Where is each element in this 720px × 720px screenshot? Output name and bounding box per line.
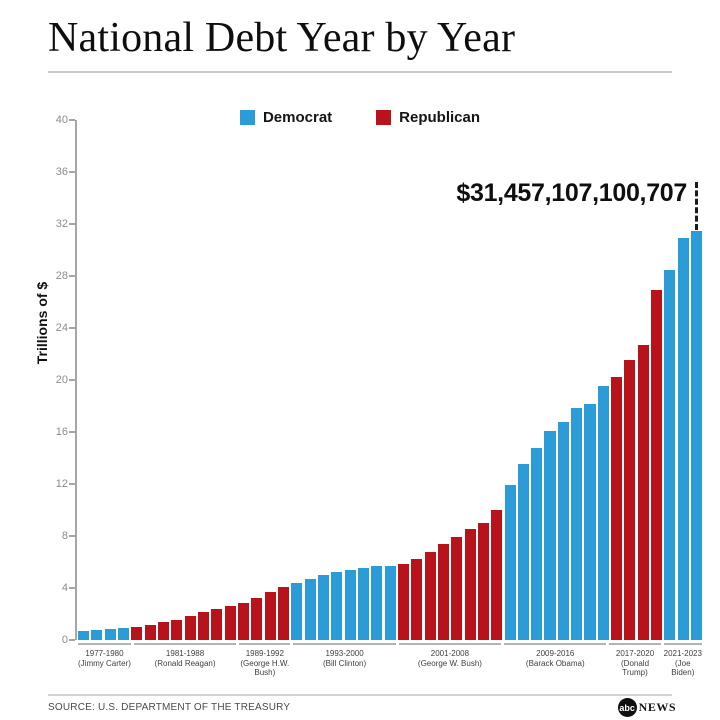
bar-2015 [584, 404, 596, 640]
bar-1977 [78, 630, 90, 640]
bar-1982 [144, 625, 156, 640]
bar-2023 [691, 231, 703, 640]
bar-1994 [304, 579, 316, 640]
bar-2000 [384, 566, 396, 640]
bar-2019 [637, 344, 649, 640]
bar-1984 [171, 619, 183, 640]
x-axis: 1977-1980 (Jimmy Carter) 1981-1988 (Ronald … [78, 643, 702, 678]
bar-2004 [437, 544, 449, 640]
x-group-1993: 1993-2000 (Bill Clinton) [293, 643, 396, 678]
footer-divider [48, 694, 672, 696]
x-group-2001: 2001-2008 (George W. Bush) [398, 643, 502, 678]
republican-label: Republican [399, 109, 481, 126]
bar-2009 [504, 485, 516, 640]
y-tick-mark-12 [69, 483, 75, 485]
bar-2022 [677, 237, 689, 640]
bar-1991 [264, 592, 276, 640]
y-tick-mark-8 [69, 535, 75, 537]
y-tick-mark-32 [69, 223, 75, 225]
title-divider [48, 71, 672, 73]
y-tick-20: 20 [55, 374, 68, 386]
debt-total-annotation: $31,457,107,100,707 [456, 179, 687, 207]
bar-2005 [451, 536, 463, 640]
plot-area: 0 4 8 12 16 20 24 28 32 36 40 [56, 114, 705, 646]
bar-1986 [197, 612, 209, 640]
democrat-label: Democrat [262, 109, 333, 126]
bar-1987 [211, 609, 223, 640]
x-group-1981: 1981-1988 (Ronald Reagan) [133, 643, 237, 678]
x-group-2021: 2021-2023 (Joe Biden) [663, 643, 702, 678]
y-tick-16: 16 [55, 426, 68, 438]
y-tick-mark-36 [69, 171, 75, 173]
bar-2014 [571, 408, 583, 640]
y-tick-mark-24 [69, 327, 75, 329]
bar-2010 [517, 463, 529, 640]
y-tick-mark-20 [69, 379, 75, 381]
bar-1983 [157, 622, 169, 640]
legend: Democrat Republican [0, 109, 720, 126]
bar-2007 [477, 522, 489, 640]
bar-2016 [597, 385, 609, 640]
y-tick-mark-16 [69, 431, 75, 433]
bar-1989 [237, 602, 249, 640]
bar-1999 [371, 566, 383, 640]
y-tick-mark-0 [69, 639, 75, 641]
bar-2008 [491, 509, 503, 640]
bar-2011 [531, 447, 543, 640]
abc-news-logo: abc NEWS [617, 698, 676, 717]
x-group-2009: 2009-2016 (Barack Obama) [504, 643, 607, 678]
bar-1997 [344, 569, 356, 640]
y-tick-36: 36 [55, 166, 68, 178]
y-tick-40: 40 [55, 114, 68, 126]
x-group-2017: 2017-2020 (Donald Trump) [609, 643, 661, 678]
bar-1993 [291, 582, 303, 640]
bar-2020 [651, 289, 663, 640]
news-wordmark: NEWS [638, 700, 676, 714]
bar-2013 [557, 422, 569, 640]
bar-1979 [104, 629, 116, 640]
legend-item-democrat: Democrat [239, 109, 333, 126]
y-tick-mark-40 [69, 119, 75, 121]
bar-1980 [117, 628, 130, 640]
legend-item-republican: Republican [376, 109, 480, 126]
y-tick-12: 12 [55, 478, 68, 490]
bar-1978 [91, 630, 103, 640]
bar-1996 [331, 572, 343, 640]
bar-2012 [544, 431, 556, 640]
bar-1981 [131, 627, 143, 640]
page-title: National Debt Year by Year [48, 15, 516, 61]
y-tick-8: 8 [61, 530, 68, 542]
x-group-1989: 1989-1992 (George H.W. Bush) [239, 643, 291, 678]
source-credit: SOURCE: U.S. DEPARTMENT OF THE TREASURY [48, 702, 291, 713]
bar-2003 [424, 551, 436, 640]
y-tick-4: 4 [61, 582, 68, 594]
bar-2018 [624, 360, 636, 640]
bar-2017 [611, 376, 623, 640]
bar-1988 [224, 606, 236, 640]
republican-swatch [376, 110, 392, 125]
bar-1990 [251, 598, 263, 640]
bar-1985 [184, 616, 196, 640]
y-tick-32: 32 [55, 218, 68, 230]
bar-2001 [397, 564, 409, 640]
y-tick-mark-4 [69, 587, 75, 589]
bar-2006 [464, 529, 476, 640]
y-tick-0: 0 [61, 634, 68, 646]
abc-logo-icon: abc [617, 698, 637, 717]
bar-series [78, 120, 703, 640]
bar-2021 [664, 270, 676, 640]
bar-2002 [411, 559, 423, 640]
y-tick-mark-28 [69, 275, 75, 277]
democrat-swatch [239, 110, 255, 125]
bar-1998 [357, 568, 369, 640]
y-tick-24: 24 [55, 322, 68, 334]
x-group-1977: 1977-1980 (Jimmy Carter) [78, 643, 131, 678]
bar-1995 [317, 575, 329, 640]
y-tick-28: 28 [55, 270, 68, 282]
bar-1992 [277, 587, 289, 640]
annotation-dash-line [694, 182, 698, 231]
